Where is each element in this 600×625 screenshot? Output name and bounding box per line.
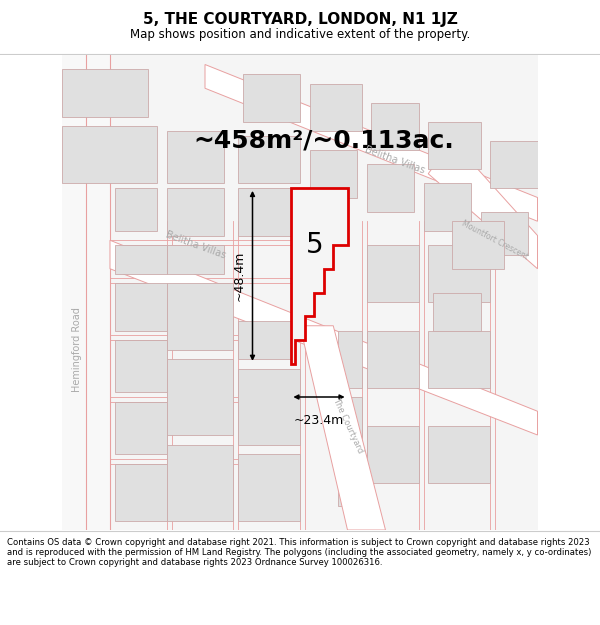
- Text: Belitha Villas: Belitha Villas: [364, 144, 427, 175]
- Polygon shape: [167, 245, 224, 274]
- Polygon shape: [167, 359, 233, 435]
- Polygon shape: [338, 331, 362, 388]
- Polygon shape: [290, 188, 347, 364]
- Polygon shape: [310, 84, 362, 131]
- Polygon shape: [115, 188, 157, 231]
- Polygon shape: [428, 331, 490, 388]
- Polygon shape: [238, 321, 290, 359]
- Polygon shape: [367, 164, 414, 212]
- Polygon shape: [167, 283, 233, 349]
- Polygon shape: [167, 131, 224, 183]
- Text: Mountfort Crescent: Mountfort Crescent: [460, 219, 530, 262]
- Polygon shape: [338, 397, 362, 444]
- Polygon shape: [238, 369, 300, 444]
- Polygon shape: [367, 331, 419, 388]
- Text: ~23.4m: ~23.4m: [294, 414, 344, 427]
- Polygon shape: [115, 283, 167, 331]
- Polygon shape: [238, 454, 300, 521]
- Polygon shape: [167, 444, 233, 521]
- Polygon shape: [338, 464, 362, 506]
- Polygon shape: [205, 64, 538, 221]
- Text: Contains OS data © Crown copyright and database right 2021. This information is : Contains OS data © Crown copyright and d…: [7, 538, 592, 568]
- Text: Map shows position and indicative extent of the property.: Map shows position and indicative extent…: [130, 28, 470, 41]
- Polygon shape: [167, 188, 224, 236]
- Text: Belitha Villas: Belitha Villas: [164, 229, 227, 261]
- Polygon shape: [428, 245, 490, 302]
- Polygon shape: [310, 150, 357, 198]
- Polygon shape: [452, 221, 504, 269]
- Polygon shape: [367, 426, 419, 483]
- Text: Hemingford Road: Hemingford Road: [72, 307, 82, 392]
- Polygon shape: [424, 183, 471, 231]
- Polygon shape: [371, 102, 419, 150]
- Polygon shape: [115, 402, 167, 454]
- Polygon shape: [238, 188, 290, 236]
- Text: 5, THE COURTYARD, LONDON, N1 1JZ: 5, THE COURTYARD, LONDON, N1 1JZ: [143, 12, 457, 27]
- Polygon shape: [300, 326, 386, 530]
- Polygon shape: [62, 55, 538, 530]
- Polygon shape: [62, 55, 110, 530]
- Polygon shape: [428, 121, 481, 169]
- Polygon shape: [115, 340, 167, 392]
- Text: 5: 5: [305, 231, 323, 259]
- Text: ~458m²/~0.113ac.: ~458m²/~0.113ac.: [193, 129, 454, 152]
- Polygon shape: [62, 126, 157, 183]
- Polygon shape: [62, 69, 148, 117]
- Polygon shape: [243, 74, 300, 121]
- Polygon shape: [490, 141, 538, 188]
- Polygon shape: [433, 292, 481, 331]
- Text: The Courtyard: The Courtyard: [331, 396, 364, 455]
- Text: ~48.4m: ~48.4m: [232, 251, 245, 301]
- Polygon shape: [367, 245, 419, 302]
- Polygon shape: [115, 464, 167, 521]
- Polygon shape: [115, 245, 167, 274]
- Polygon shape: [428, 141, 538, 269]
- Polygon shape: [238, 136, 300, 183]
- Polygon shape: [481, 212, 528, 254]
- Polygon shape: [110, 240, 538, 435]
- Polygon shape: [428, 426, 490, 483]
